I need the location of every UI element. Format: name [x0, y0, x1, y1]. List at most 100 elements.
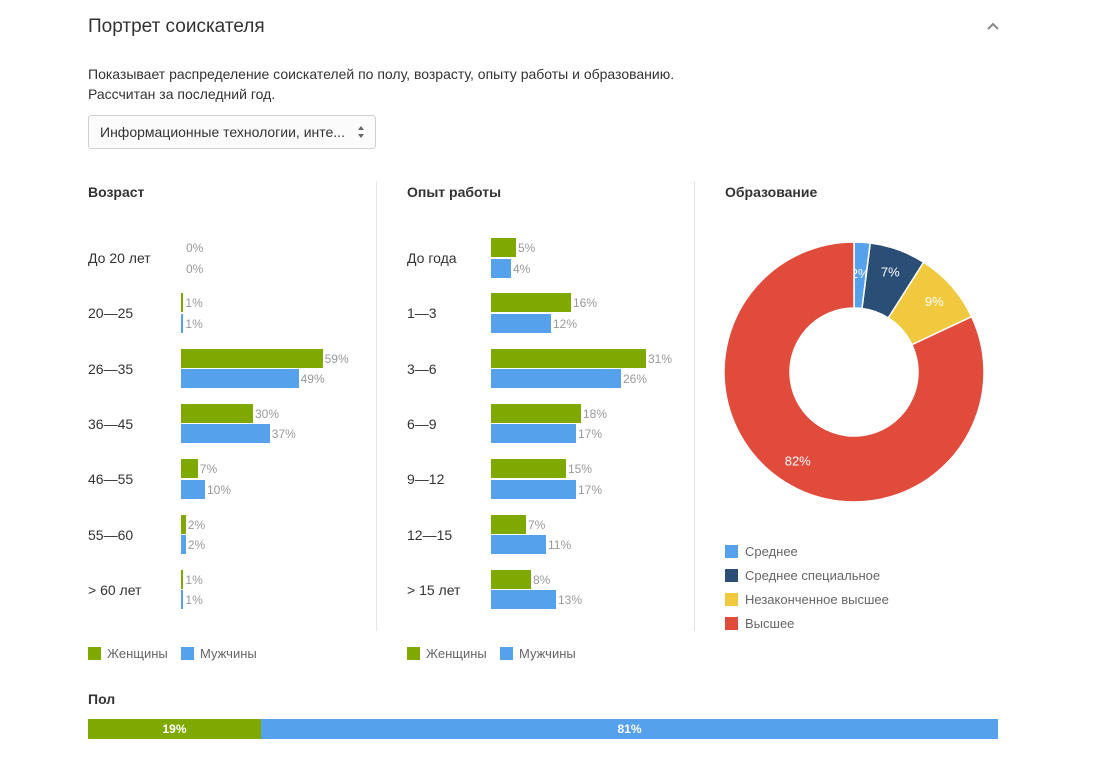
bar-men	[491, 479, 576, 499]
description-line-2: Рассчитан за последний год.	[88, 86, 276, 102]
bar-men	[491, 424, 576, 444]
bar-men	[181, 535, 186, 554]
value-label-women: 8%	[533, 572, 551, 587]
bar-men	[181, 590, 184, 610]
bar-men	[491, 313, 551, 333]
value-label-men: 2%	[187, 538, 206, 552]
value-label-men: 1%	[185, 593, 203, 608]
value-label-women: 31%	[648, 351, 673, 366]
page-title: Портрет соискателя	[88, 16, 265, 37]
description-line-1: Показывает распределение соискателей по …	[88, 66, 675, 82]
bar-men	[181, 424, 270, 444]
legend-swatch-men	[500, 647, 513, 660]
category-label: До 20 лет	[88, 250, 151, 266]
chevron-up-icon[interactable]	[984, 18, 1002, 36]
category-label: До года	[407, 250, 457, 266]
value-label-men: 17%	[578, 482, 603, 497]
legend-swatch-women	[407, 647, 420, 660]
bar-men	[491, 258, 511, 278]
bar-women	[181, 293, 184, 313]
legend-label-secondary: Среднее	[745, 544, 798, 559]
industry-select[interactable]: Информационные технологии, инте...	[88, 115, 376, 149]
legend-label-men: Мужчины	[519, 646, 576, 661]
select-arrows-icon	[358, 126, 364, 138]
value-label-men: 11%	[548, 538, 572, 552]
gender-section-title: Пол	[88, 691, 116, 707]
bar-men	[181, 369, 299, 389]
value-label-men: 12%	[553, 316, 578, 331]
value-label-women: 18%	[583, 406, 608, 421]
category-label: 55—60	[88, 526, 134, 543]
education-section-title: Образование	[725, 184, 818, 200]
value-label-men: 13%	[558, 593, 583, 608]
value-label-men: 26%	[623, 372, 648, 387]
gender-segment-women: 19%	[88, 719, 261, 739]
column-divider	[694, 181, 695, 631]
legend-swatch-men	[181, 647, 194, 660]
legend-label-higher: Высшее	[745, 616, 795, 631]
category-label: 6—9	[407, 415, 437, 432]
value-label-women: 59%	[324, 351, 349, 366]
value-label-men: 49%	[300, 372, 325, 387]
bar-women	[491, 569, 531, 589]
experience-section-title: Опыт работы	[407, 184, 502, 200]
bar-women	[491, 514, 526, 534]
age-section-title: Возраст	[88, 184, 145, 200]
bar-women	[491, 238, 516, 257]
bar-men	[491, 535, 546, 554]
value-label-men: 37%	[271, 427, 296, 442]
value-label-women: 7%	[528, 517, 546, 532]
slice-value-label: 9%	[925, 294, 944, 309]
legend-swatch-secondary-special	[725, 569, 738, 582]
value-label-men: 0%	[186, 261, 204, 276]
legend-label-secondary-special: Среднее специальное	[745, 568, 881, 583]
bar-women	[491, 293, 571, 313]
slice-value-label: 82%	[785, 454, 811, 469]
industry-select-value: Информационные технологии, инте...	[100, 124, 345, 140]
bar-women	[491, 348, 646, 368]
category-label: 46—55	[88, 471, 134, 488]
bar-women	[181, 514, 186, 534]
value-label-women: 30%	[255, 406, 280, 421]
legend-swatch-higher	[725, 617, 738, 630]
legend-label-men: Мужчины	[200, 646, 257, 661]
category-label: 12—15	[407, 526, 453, 543]
value-label-men: 17%	[578, 427, 603, 442]
bar-women	[181, 459, 198, 479]
description: Показывает распределение соискателей по …	[88, 64, 674, 104]
legend-label-women: Женщины	[107, 646, 168, 661]
category-label: 20—25	[88, 305, 134, 322]
category-label: 36—45	[88, 415, 134, 432]
column-divider	[376, 181, 377, 631]
category-label: 3—6	[407, 360, 437, 377]
value-label-women: 1%	[185, 296, 203, 311]
category-label: 9—12	[407, 471, 445, 488]
category-label: > 60 лет	[88, 581, 142, 598]
value-label-women: 0%	[186, 241, 204, 255]
bar-women	[491, 403, 581, 423]
legend-swatch-secondary	[725, 545, 738, 558]
category-label: 1—3	[407, 305, 437, 322]
bar-men	[181, 313, 184, 333]
legend-swatch-women	[88, 647, 101, 660]
legend-swatch-incomplete-higher	[725, 593, 738, 606]
education-donut-chart: 2% 7%9%82%	[723, 241, 985, 503]
category-label: > 15 лет	[407, 581, 461, 598]
bar-men	[181, 479, 205, 499]
value-label-women: 16%	[573, 296, 598, 311]
value-label-men: 4%	[513, 261, 531, 276]
bar-women	[181, 569, 184, 589]
value-label-women: 7%	[199, 462, 218, 477]
legend-label-women: Женщины	[426, 646, 487, 661]
slice-value-label: 7%	[881, 264, 900, 279]
bar-men	[491, 590, 556, 610]
value-label-men: 10%	[207, 482, 232, 497]
bar-men	[491, 369, 621, 389]
category-label: 26—35	[88, 360, 134, 377]
value-label-women: 1%	[185, 572, 203, 587]
value-label-men: 1%	[185, 316, 203, 331]
value-label-women: 2%	[187, 517, 206, 532]
value-label-women: 5%	[518, 241, 536, 255]
gender-bar: 19% 81%	[88, 719, 998, 739]
slice-higher	[723, 241, 985, 503]
